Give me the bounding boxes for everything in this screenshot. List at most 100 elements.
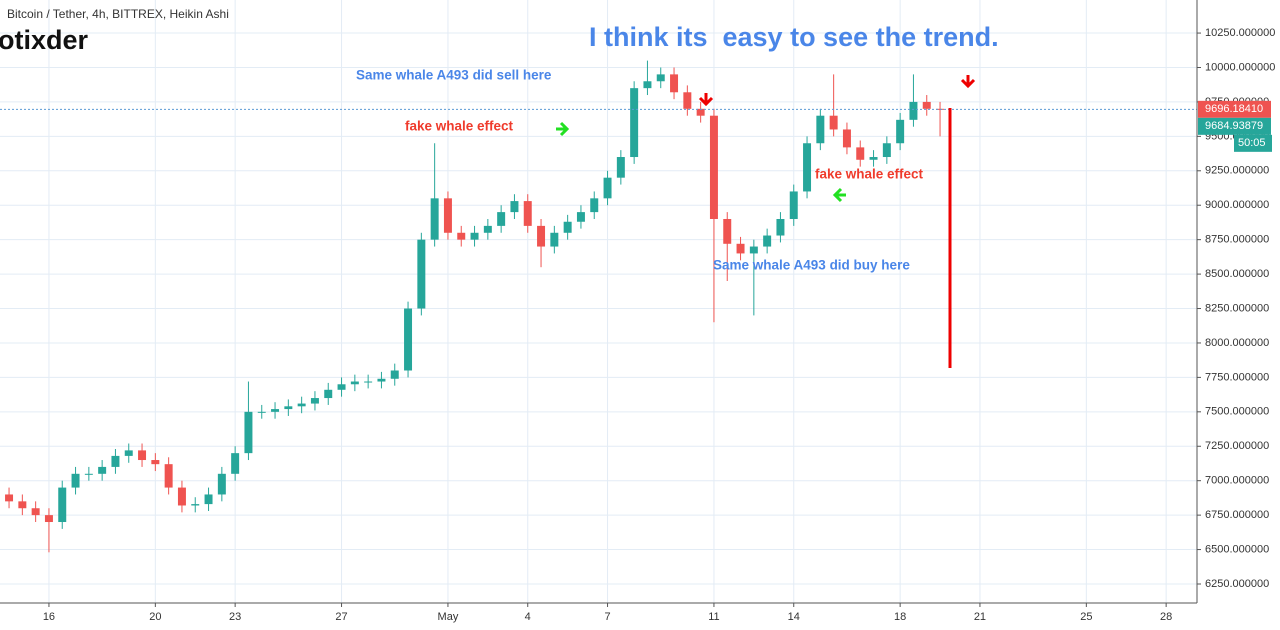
y-tick-label: 7250.000000 xyxy=(1205,440,1269,452)
candle-body xyxy=(390,370,399,379)
candle-body xyxy=(191,504,200,506)
candle-body xyxy=(842,129,851,148)
arrow xyxy=(832,187,846,203)
candle-body xyxy=(244,411,253,454)
x-tick-label: 18 xyxy=(894,611,906,623)
price-label-box xyxy=(1198,100,1271,118)
chart-title: I think its easy to see the trend. xyxy=(589,22,999,52)
candle-body xyxy=(231,453,240,474)
candle-body xyxy=(217,473,226,495)
x-tick-label: 7 xyxy=(604,611,610,623)
candle-body xyxy=(856,147,865,160)
x-tick-label: 21 xyxy=(974,611,986,623)
candle-body xyxy=(443,198,452,233)
candle-body xyxy=(789,191,798,219)
candle-body xyxy=(31,508,40,516)
candle-body xyxy=(138,450,147,461)
price-label-box xyxy=(1198,117,1271,135)
candle-body xyxy=(603,177,612,199)
candle-body xyxy=(483,225,492,233)
candle-body xyxy=(324,389,333,399)
x-tick-label: 4 xyxy=(525,611,531,623)
x-tick-label: 16 xyxy=(43,611,55,623)
candle-body xyxy=(457,232,466,240)
candle-body xyxy=(470,232,479,240)
y-tick-label: 10250.000000 xyxy=(1205,27,1275,39)
candle-body xyxy=(404,308,413,371)
candle-body xyxy=(922,101,931,109)
candle-body xyxy=(510,201,519,213)
candle-body xyxy=(84,473,93,475)
candle-body xyxy=(257,411,266,413)
candle-body xyxy=(350,381,359,385)
arrow xyxy=(960,75,976,89)
candle-body xyxy=(776,218,785,236)
candle-body xyxy=(763,235,772,247)
y-tick-label: 9000.000000 xyxy=(1205,199,1269,211)
annotation: Same whale A493 did sell here xyxy=(356,68,552,83)
countdown: 50:05 xyxy=(1238,137,1266,149)
candle-body xyxy=(310,398,319,404)
y-tick-label: 7000.000000 xyxy=(1205,475,1269,487)
x-tick-label: 27 xyxy=(335,611,347,623)
candle-body xyxy=(430,198,439,240)
candle-body xyxy=(816,115,825,144)
author: otixder xyxy=(0,25,89,55)
candle-body xyxy=(111,455,120,467)
candle-body xyxy=(337,384,346,390)
annotation: fake whale effect xyxy=(405,119,514,134)
arrow xyxy=(556,121,570,137)
candle-body xyxy=(284,406,293,410)
y-tick-label: 8250.000000 xyxy=(1205,302,1269,314)
candle-body xyxy=(896,119,905,144)
candle-body xyxy=(5,494,14,502)
candle-body xyxy=(177,487,186,506)
candle-body xyxy=(271,409,280,412)
x-tick-label: 20 xyxy=(149,611,161,623)
annotation: fake whale effect xyxy=(815,167,924,182)
candle-body xyxy=(523,201,532,226)
y-tick-label: 10000.000000 xyxy=(1205,61,1275,73)
annotation: Same whale A493 did buy here xyxy=(713,258,910,273)
candle-body xyxy=(58,487,67,523)
header: Bitcoin / Tether, 4h, BITTREX, Heikin As… xyxy=(7,7,229,21)
candle-body xyxy=(297,403,306,407)
y-tick-label: 8500.000000 xyxy=(1205,268,1269,280)
candle-body xyxy=(364,381,373,383)
candle-body xyxy=(630,88,639,158)
candle-body xyxy=(417,239,426,309)
x-tick-label: 28 xyxy=(1160,611,1172,623)
x-tick-label: 14 xyxy=(788,611,800,623)
candle-body xyxy=(670,74,679,93)
arrow xyxy=(698,93,714,107)
candle-body xyxy=(696,108,705,116)
candle-body xyxy=(683,92,692,109)
x-tick-label: 25 xyxy=(1080,611,1092,623)
candle-body xyxy=(537,225,546,247)
candle-body xyxy=(869,157,878,160)
candle-body xyxy=(164,464,173,488)
y-tick-label: 7750.000000 xyxy=(1205,371,1269,383)
candle-body xyxy=(829,115,838,130)
candle-body xyxy=(71,473,80,488)
candle-body xyxy=(723,218,732,244)
candle-body xyxy=(98,466,107,474)
candle-body xyxy=(124,450,133,456)
price-label: 9696.18410 xyxy=(1205,103,1263,115)
y-tick-label: 9250.000000 xyxy=(1205,165,1269,177)
x-tick-label: 23 xyxy=(229,611,241,623)
candle-body xyxy=(44,515,53,523)
candle-body xyxy=(643,81,652,89)
y-tick-label: 6250.000000 xyxy=(1205,578,1269,590)
candle-body xyxy=(151,460,160,465)
candle-body xyxy=(576,212,585,222)
candle-body xyxy=(377,378,386,382)
candle-body xyxy=(204,494,213,505)
candle-body xyxy=(590,198,599,213)
y-tick-label: 8000.000000 xyxy=(1205,337,1269,349)
candle-body xyxy=(909,101,918,120)
candle-body xyxy=(550,232,559,247)
y-tick-label: 6500.000000 xyxy=(1205,543,1269,555)
price-label: 9684.93879 xyxy=(1205,120,1263,132)
